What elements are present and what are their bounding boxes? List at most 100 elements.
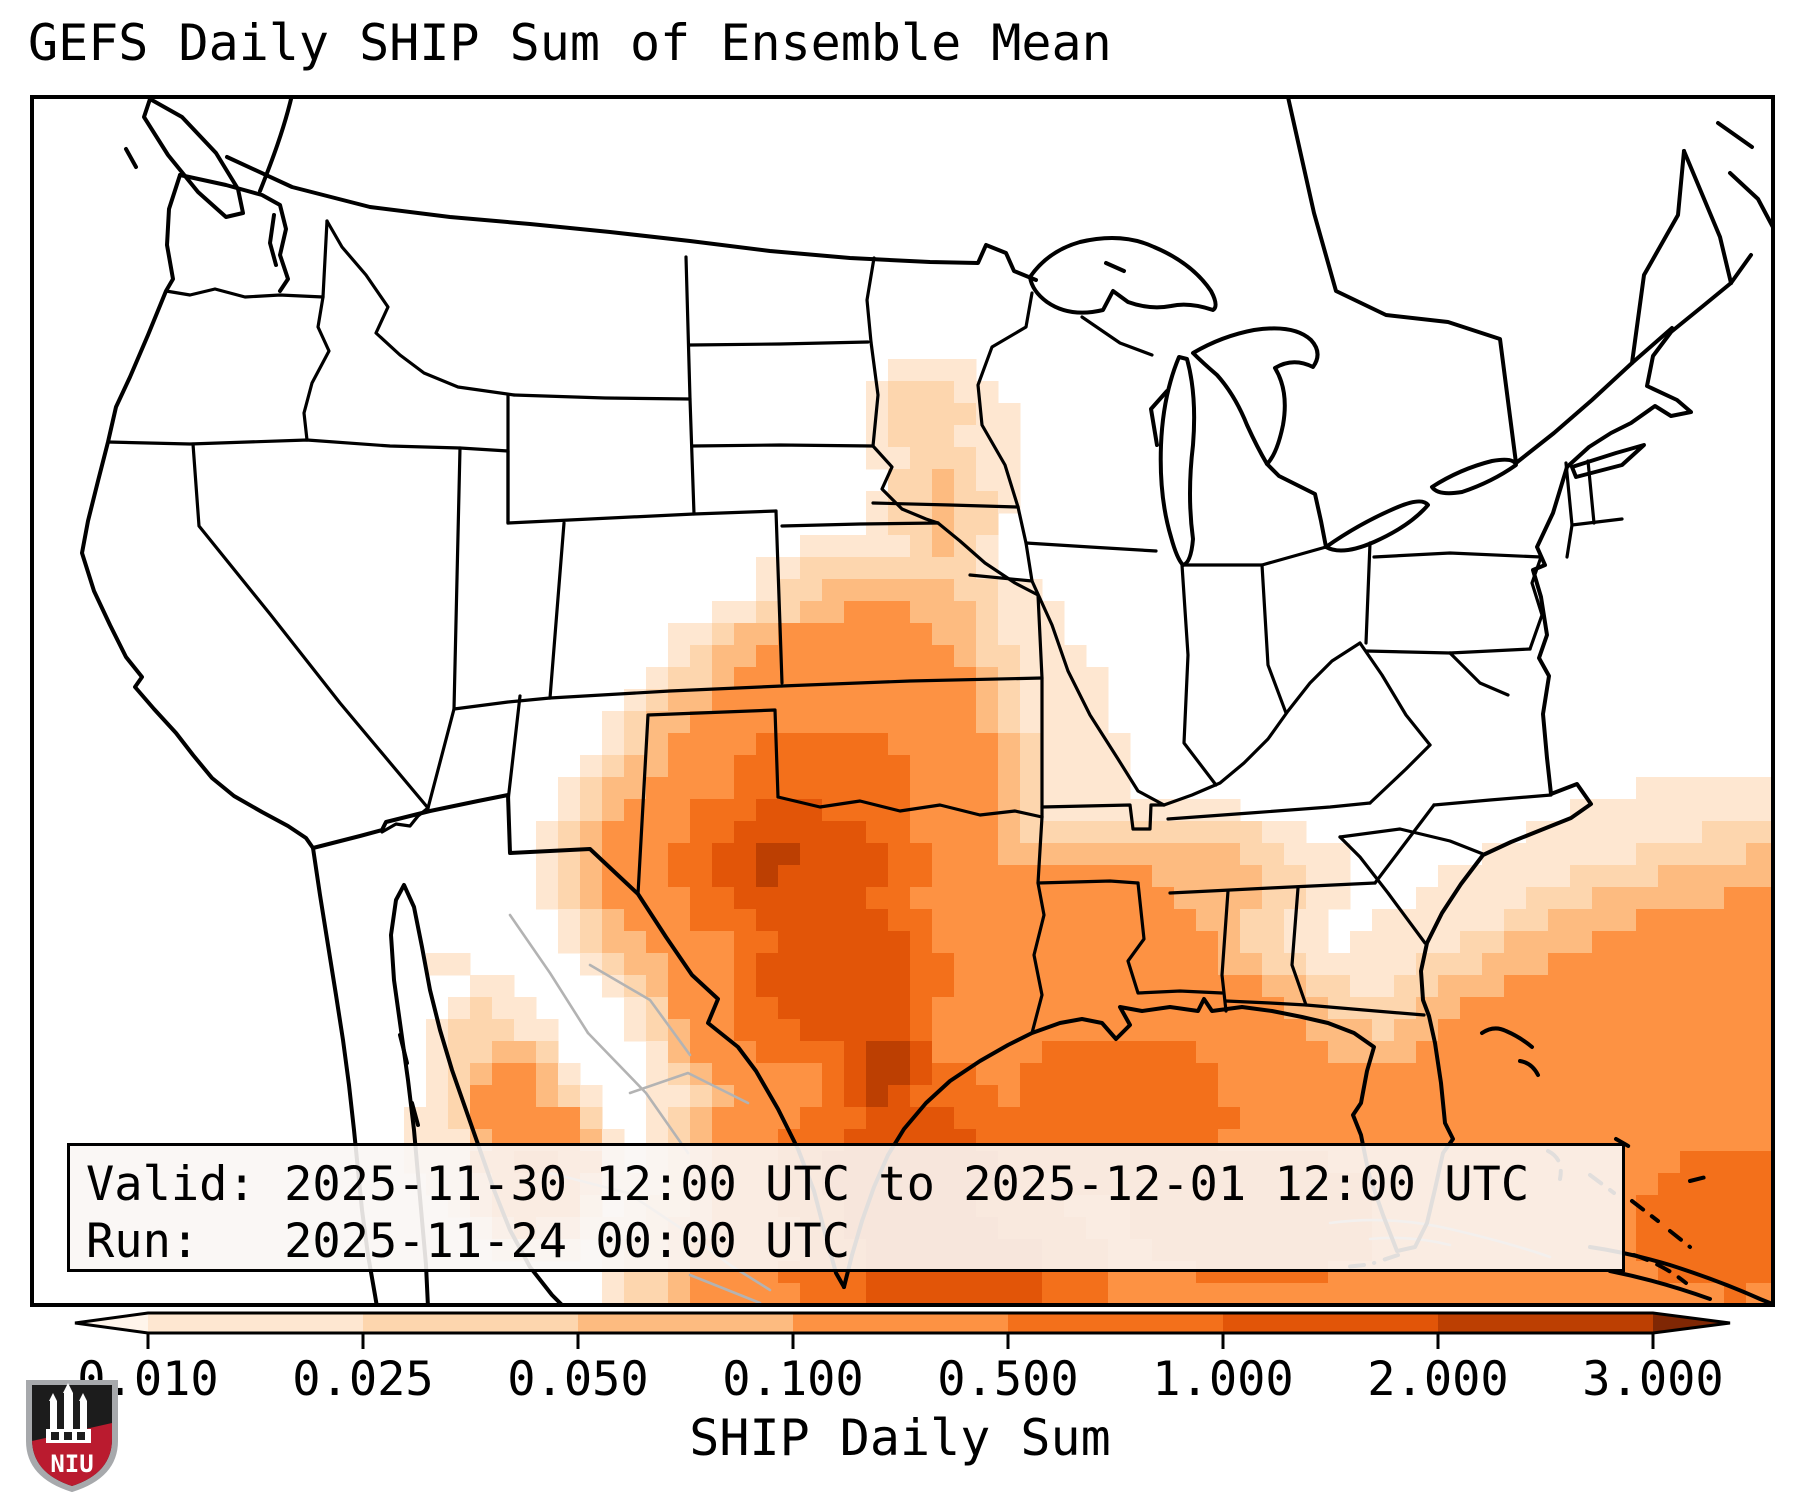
heat-cell — [1108, 909, 1131, 932]
heat-cell — [1130, 1041, 1153, 1064]
heat-cell — [778, 1063, 801, 1086]
heat-cell — [1746, 1261, 1769, 1284]
heat-cell — [778, 711, 801, 734]
heat-cell — [1636, 1151, 1659, 1174]
heat-cell — [1592, 1063, 1615, 1086]
heat-cell — [448, 1019, 471, 1042]
heat-cell — [976, 513, 999, 536]
colorbar-tick-label: 0.050 — [507, 1352, 648, 1407]
heat-cell — [910, 843, 933, 866]
heat-cell — [998, 733, 1021, 756]
heat-cell — [910, 733, 933, 756]
heat-cell — [800, 821, 823, 844]
heat-cell — [1372, 1041, 1395, 1064]
heat-cell — [888, 381, 911, 404]
heat-cell — [1570, 1085, 1593, 1108]
heat-cell — [778, 1019, 801, 1042]
heat-cell — [888, 645, 911, 668]
heat-cell — [1724, 931, 1747, 954]
heat-cell — [1482, 1041, 1505, 1064]
heat-cell — [536, 1063, 559, 1086]
heat-cell — [1196, 865, 1219, 888]
heat-cell — [1702, 909, 1725, 932]
heat-cell — [1526, 953, 1549, 976]
heat-cell — [1548, 931, 1571, 954]
heat-cell — [580, 1107, 603, 1130]
heat-cell — [1394, 1283, 1417, 1306]
colorbar-segment — [1008, 1313, 1224, 1333]
heat-cell — [1174, 1085, 1197, 1108]
heat-cell — [602, 953, 625, 976]
heat-cell — [514, 1085, 537, 1108]
gulf-islands — [398, 1033, 420, 1127]
heat-cell — [646, 711, 669, 734]
heat-cell — [888, 579, 911, 602]
heat-cell — [1394, 1085, 1417, 1108]
heat-cell — [932, 1019, 955, 1042]
heat-cell — [1086, 799, 1109, 822]
lake-michigan — [1158, 355, 1197, 567]
heat-cell — [1306, 909, 1329, 932]
heat-cell — [1152, 1041, 1175, 1064]
heat-cell — [866, 843, 889, 866]
heat-cell — [1064, 733, 1087, 756]
heat-cell — [734, 689, 757, 712]
heat-cell — [756, 623, 779, 646]
heat-cell — [734, 601, 757, 624]
heat-cell — [1746, 975, 1769, 998]
heat-cell — [910, 535, 933, 558]
heat-cell — [1746, 1173, 1769, 1196]
detroit-river — [1265, 462, 1328, 549]
heat-cell — [492, 1063, 515, 1086]
heat-cell — [1064, 1283, 1087, 1306]
heat-cell — [1592, 975, 1615, 998]
us-state-borders — [106, 219, 1624, 1035]
heat-cell — [1108, 777, 1131, 800]
heat-cell — [778, 601, 801, 624]
heat-cell — [1614, 887, 1637, 910]
heat-cell — [1350, 975, 1373, 998]
colorbar-segment — [148, 1313, 364, 1333]
heat-cell — [976, 975, 999, 998]
heat-cell — [712, 689, 735, 712]
heat-cell — [800, 535, 823, 558]
heat-cell — [1372, 909, 1395, 932]
heat-cell — [1570, 997, 1593, 1020]
heat-cell — [1130, 1107, 1153, 1130]
heat-cell — [998, 1063, 1021, 1086]
heat-cell — [822, 579, 845, 602]
heat-cell — [932, 645, 955, 668]
heat-cell — [1636, 1195, 1659, 1218]
heat-cell — [1152, 1107, 1175, 1130]
heat-cell — [1680, 909, 1703, 932]
heat-cell — [690, 909, 713, 932]
heat-cell — [668, 755, 691, 778]
heat-cell — [1614, 843, 1637, 866]
heat-cell — [932, 359, 955, 382]
heat-cell — [1042, 799, 1065, 822]
heat-cell — [954, 579, 977, 602]
heat-cell — [976, 799, 999, 822]
heat-cell — [822, 777, 845, 800]
heat-cell — [1372, 1085, 1395, 1108]
heat-cell — [1284, 1019, 1307, 1042]
heat-cell — [558, 777, 581, 800]
heat-cell — [1570, 1283, 1593, 1306]
colorbar-tick-label: 0.500 — [937, 1352, 1078, 1407]
heat-cell — [888, 557, 911, 580]
run-text: Run: 2025-11-24 00:00 UTC — [86, 1214, 851, 1270]
heat-cell — [1042, 997, 1065, 1020]
lake-erie — [1324, 499, 1430, 553]
heat-cell — [778, 997, 801, 1020]
heat-cell — [734, 1107, 757, 1130]
maine-quebec-border — [1630, 149, 1686, 365]
gulf-east-coast — [842, 253, 1753, 1289]
heat-cell — [1240, 975, 1263, 998]
heat-cell — [1042, 1283, 1065, 1306]
heat-cell — [756, 1041, 779, 1064]
heat-cell — [998, 997, 1021, 1020]
heat-cell — [734, 777, 757, 800]
heat-cell — [1658, 909, 1681, 932]
heat-cell — [1658, 843, 1681, 866]
heat-cell — [712, 821, 735, 844]
